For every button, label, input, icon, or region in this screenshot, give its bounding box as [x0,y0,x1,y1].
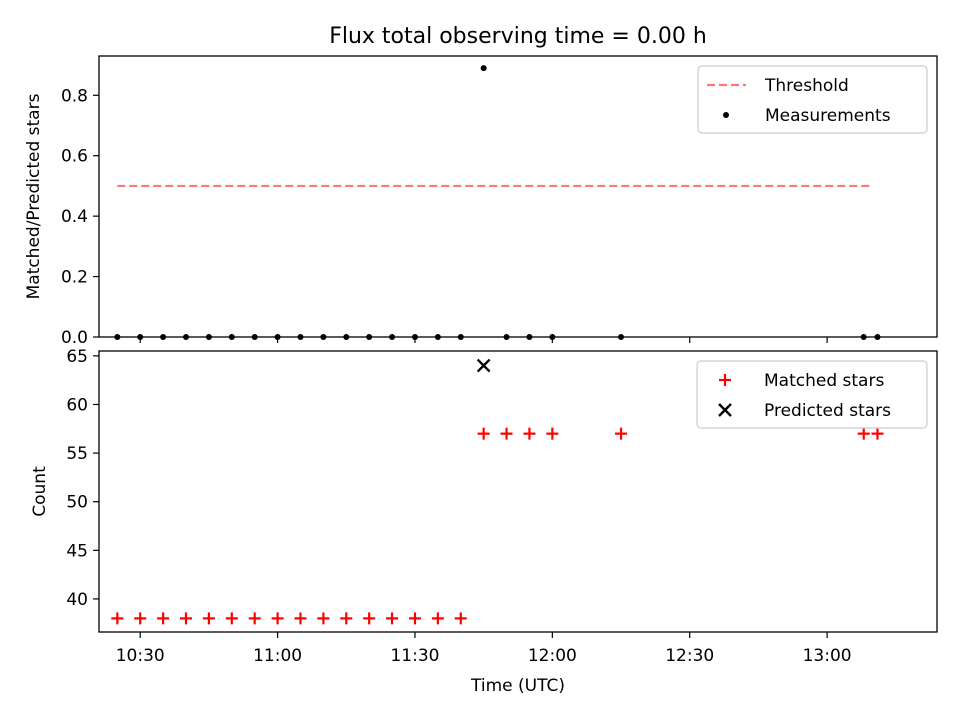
matched-point [134,612,147,625]
y-tick-label: 50 [66,493,88,513]
legend-box [697,65,928,134]
y-tick-label: 45 [66,541,88,561]
matched-point [363,612,376,625]
matched-point [202,612,215,625]
matched-point [871,427,884,440]
legend-label: Measurements [765,106,891,126]
matched-point [408,612,421,625]
y-tick-label: 0.2 [61,268,88,288]
predicted-point [476,358,491,373]
y-tick-label: 55 [66,444,88,464]
matched-point [454,612,467,625]
series-matched-stars [111,427,884,625]
matched-point [294,612,307,625]
legend: Threshold Measurements [697,65,928,134]
matched-point [431,612,444,625]
x-tick-label: 13:00 [803,646,852,666]
matched-point [615,427,628,440]
x-tick-label: 11:30 [390,646,439,666]
matched-point [477,427,490,440]
y-tick-label: 0.0 [61,328,88,348]
figure-title: Flux total observing time = 0.00 h [329,24,707,49]
legend-label: Predicted stars [764,401,891,421]
y-tick-label: 0.8 [61,86,88,106]
legend-predicted-marker-b [718,403,732,417]
matched-point [523,427,536,440]
x-tick-label: 12:30 [665,646,714,666]
y-axis-label: Matched/Predicted stars [24,93,44,299]
x-tick-label: 10:30 [116,646,165,666]
matched-point [546,427,559,440]
matched-point [857,427,870,440]
matched-point [500,427,513,440]
y-axis-label: Count [30,466,50,517]
y-tick-label: 0.6 [61,147,88,167]
legend-box [696,360,928,429]
legend: Matched stars Predicted stars [696,360,928,429]
axes-frame [98,350,938,633]
y-tick-label: 0.4 [61,207,88,227]
x-tick-label: 12:00 [528,646,577,666]
matched-point [386,612,399,625]
x-tick-label: 11:00 [253,646,302,666]
legend-label: Threshold [764,76,849,96]
count-panel: 40 45 50 55 60 65 10:30 11:00 11:30 12:00 12:30 13:… [30,347,938,696]
matched-point [271,612,284,625]
matched-point [340,612,353,625]
x-axis-label: Time (UTC) [470,676,565,696]
series-predicted-stars [476,358,491,373]
y-tick-label: 40 [66,590,88,610]
measurement-point [480,65,487,72]
axes-frame [98,55,938,338]
matched-point [248,612,261,625]
legend-label: Matched stars [764,371,884,391]
predicted-point-b [476,358,491,373]
matched-point [157,612,170,625]
ratio-panel: 0.0 0.2 0.4 0.6 0.8 Matched/Predicted stars Th… [24,55,938,348]
matched-point [225,612,238,625]
legend-measurement-marker [723,112,729,118]
y-tick-label: 60 [66,395,88,415]
matched-point [180,612,193,625]
matched-point [317,612,330,625]
matched-point [111,612,124,625]
y-tick-label: 65 [66,347,88,367]
